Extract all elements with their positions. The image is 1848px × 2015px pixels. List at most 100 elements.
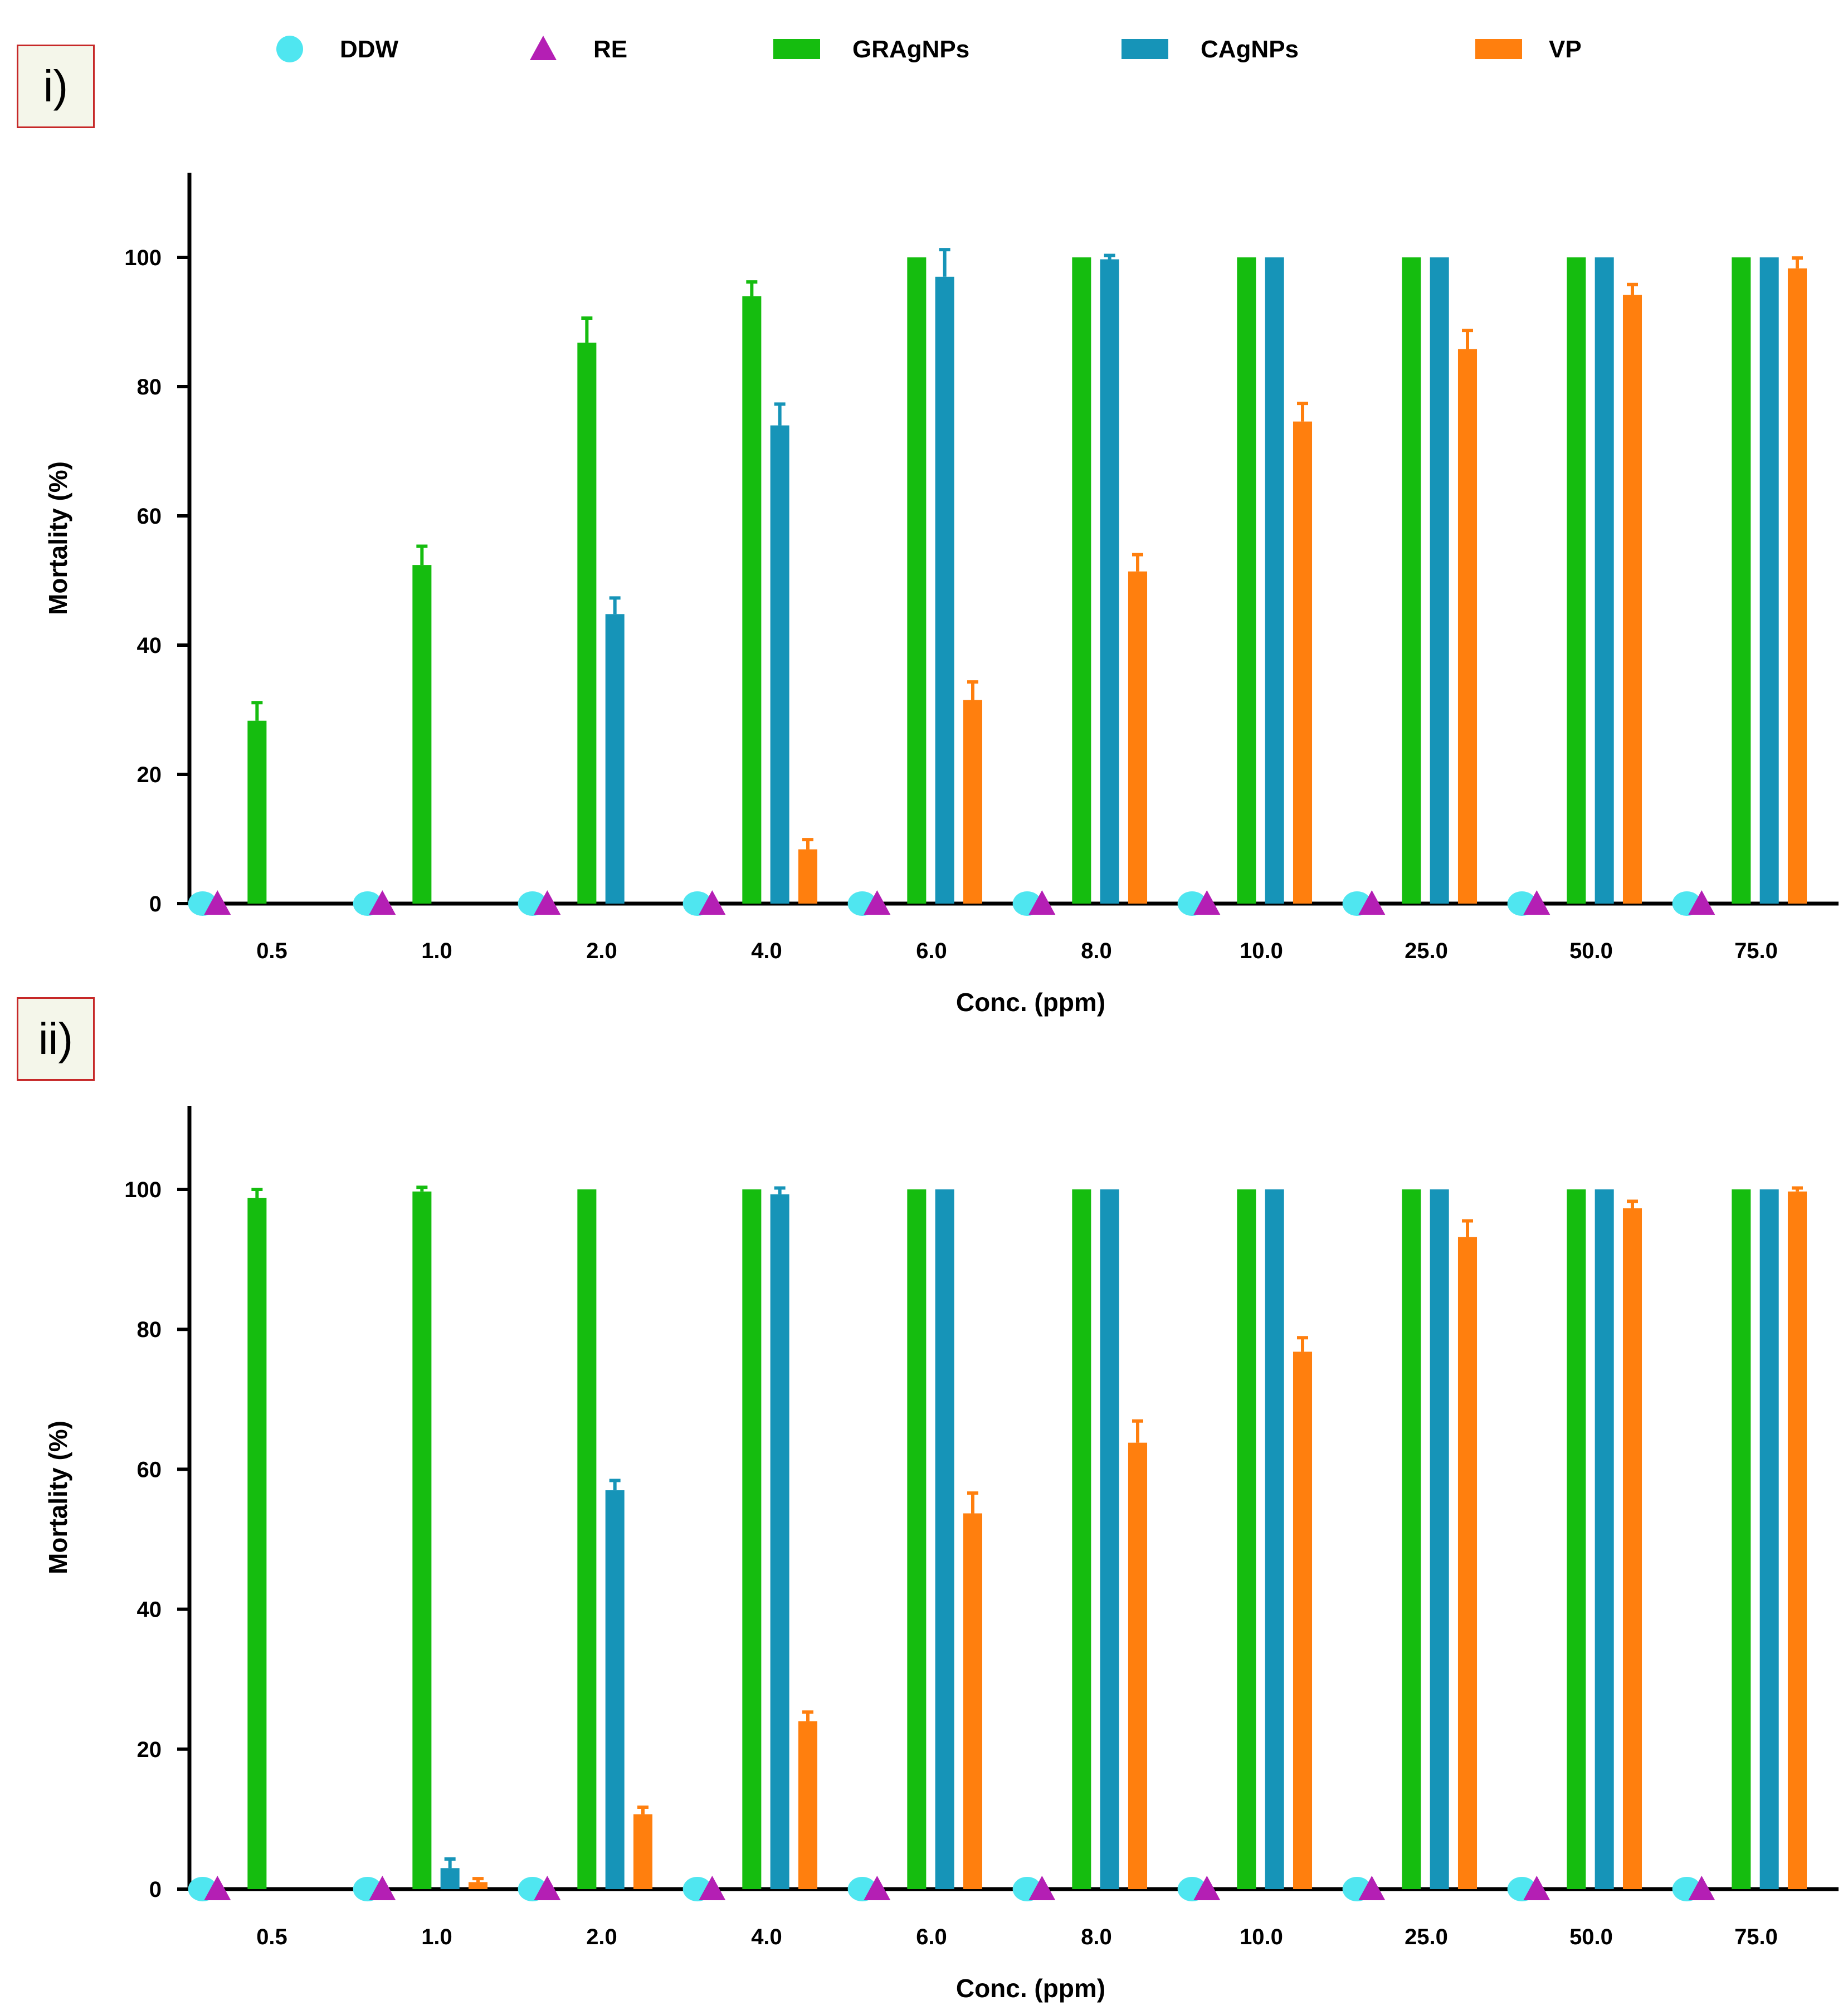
legend-marker-gragnps xyxy=(773,39,820,59)
bar-cagnps xyxy=(1430,1189,1449,1889)
x-tick-label: 0.5 xyxy=(256,939,287,963)
bar-gragnps xyxy=(1237,257,1256,904)
y-tick-label: 20 xyxy=(137,1738,162,1762)
x-tick-label: 2.0 xyxy=(586,1925,617,1949)
point-re xyxy=(1028,1876,1056,1900)
legend-label-re: RE xyxy=(593,36,627,63)
bar-gragnps xyxy=(412,1191,432,1889)
panel-label-ii: ii) xyxy=(17,997,95,1081)
point-re xyxy=(1358,1876,1386,1900)
bar-vp xyxy=(1457,349,1478,904)
x-tick-label: 25.0 xyxy=(1405,939,1448,963)
bar-cagnps xyxy=(770,425,789,904)
x-tick-label: 8.0 xyxy=(1081,939,1112,963)
y-axis-title: Mortality (%) xyxy=(43,1421,72,1574)
x-tick-label: 4.0 xyxy=(751,939,782,963)
bar-vp xyxy=(1787,268,1807,904)
bar-vp xyxy=(1128,1442,1148,1889)
legend-label-gragnps: GRAgNPs xyxy=(852,36,969,63)
bar-gragnps xyxy=(1072,1189,1091,1889)
bar-gragnps xyxy=(1567,257,1586,904)
bar-vp xyxy=(963,700,983,904)
bar-gragnps xyxy=(907,257,927,904)
x-tick-label: 10.0 xyxy=(1240,939,1283,963)
legend-label-vp: VP xyxy=(1549,36,1582,63)
legend-marker-cagnps xyxy=(1122,39,1168,59)
point-re xyxy=(534,1876,561,1900)
point-re xyxy=(1523,890,1550,915)
point-re xyxy=(864,1876,891,1900)
legend-marker-re xyxy=(530,36,557,60)
bar-cagnps xyxy=(1265,1189,1284,1889)
legend: DDW RE GRAgNPs CAgNPs VP xyxy=(276,36,1582,63)
legend-marker-ddw xyxy=(276,36,303,62)
x-tick-label: 4.0 xyxy=(751,1925,782,1949)
bar-gragnps xyxy=(742,296,762,904)
y-tick-label: 0 xyxy=(149,892,162,916)
x-tick-label: 6.0 xyxy=(916,939,947,963)
x-tick-label: 50.0 xyxy=(1569,939,1613,963)
point-re xyxy=(204,890,231,915)
point-re xyxy=(1193,1876,1221,1900)
bar-cagnps xyxy=(605,614,625,904)
bar-cagnps xyxy=(1265,257,1284,904)
y-tick-label: 20 xyxy=(137,763,162,787)
chart-panel-ii: 0 20 40 60 80 100 Mortality (%) Conc. (ppm) 0.5 1… xyxy=(43,1106,1839,2003)
bar-vp xyxy=(633,1814,653,1889)
chart-panel-i: 0 20 40 60 80 100 Mortality (%) Conc. (ppm) 0.5 1… xyxy=(43,173,1839,1017)
x-tick-label: 0.5 xyxy=(256,1925,287,1949)
bar-gragnps xyxy=(1402,257,1421,904)
bar-cagnps xyxy=(440,1868,460,1889)
x-tick-label: 25.0 xyxy=(1405,1925,1448,1949)
bar-gragnps xyxy=(412,565,432,904)
point-re xyxy=(1358,890,1386,915)
panel-label-i: i) xyxy=(17,45,95,128)
point-re xyxy=(1193,890,1221,915)
bar-cagnps xyxy=(605,1490,625,1889)
point-re xyxy=(699,1876,726,1900)
bar-cagnps xyxy=(935,1189,954,1889)
bar-gragnps xyxy=(907,1189,927,1889)
x-tick-label: 75.0 xyxy=(1734,939,1778,963)
bar-gragnps xyxy=(742,1189,762,1889)
x-tick-label: 75.0 xyxy=(1734,1925,1778,1949)
bar-cagnps xyxy=(1759,257,1779,904)
point-re xyxy=(204,1876,231,1900)
bar-gragnps xyxy=(1732,1189,1751,1889)
bar-gragnps xyxy=(577,343,597,904)
bar-gragnps xyxy=(247,720,267,904)
x-tick-label: 1.0 xyxy=(421,1925,452,1949)
bar-vp xyxy=(1457,1237,1478,1889)
x-tick-label: 8.0 xyxy=(1081,1925,1112,1949)
x-tick-label: 6.0 xyxy=(916,1925,947,1949)
bar-vp xyxy=(798,849,818,904)
bar-gragnps xyxy=(577,1189,597,1889)
bar-gragnps xyxy=(1567,1189,1586,1889)
bar-gragnps xyxy=(1237,1189,1256,1889)
bar-cagnps xyxy=(1430,257,1449,904)
bar-vp xyxy=(963,1513,983,1889)
y-tick-label: 100 xyxy=(124,1178,162,1202)
bar-vp xyxy=(1622,1208,1642,1889)
bar-vp xyxy=(1128,571,1148,904)
bar-vp xyxy=(798,1721,818,1889)
bar-cagnps xyxy=(770,1194,789,1889)
y-tick-label: 100 xyxy=(124,246,162,270)
point-re xyxy=(1523,1876,1550,1900)
y-tick-label: 40 xyxy=(137,633,162,658)
legend-marker-vp xyxy=(1475,39,1522,59)
bar-cagnps xyxy=(935,276,954,904)
bar-gragnps xyxy=(1732,257,1751,904)
bar-vp xyxy=(1787,1191,1807,1889)
point-re xyxy=(1688,890,1715,915)
y-tick-label: 80 xyxy=(137,1318,162,1342)
bar-cagnps xyxy=(1100,259,1119,904)
bar-gragnps xyxy=(1072,257,1091,904)
point-re xyxy=(369,1876,396,1900)
y-tick-label: 0 xyxy=(149,1877,162,1902)
y-tick-label: 80 xyxy=(137,375,162,399)
legend-label-ddw: DDW xyxy=(340,36,399,63)
x-tick-label: 2.0 xyxy=(586,939,617,963)
bar-gragnps xyxy=(247,1198,267,1889)
